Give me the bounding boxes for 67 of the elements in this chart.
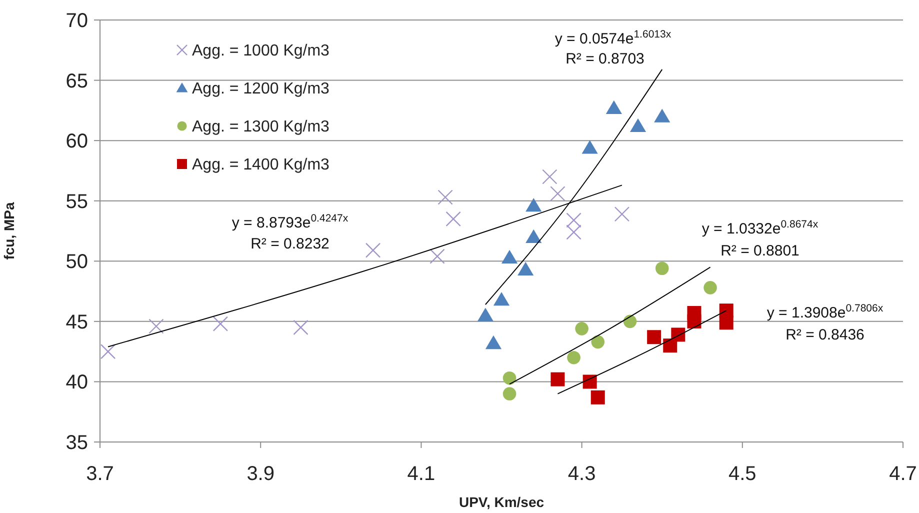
point [704,281,717,294]
point [566,224,582,240]
point [582,140,598,154]
y-tick-label: 35 [66,432,88,454]
point [526,198,542,212]
point [542,169,558,184]
point [591,335,605,349]
point [575,322,588,336]
point [719,316,734,330]
annotation: y = 8.8793e$^{0.4247x}$ [232,212,349,232]
point [655,262,669,276]
y-tick-label: 55 [66,190,88,213]
point [654,108,670,122]
annotation: y = 0.0574e$^{1.6013x}$ [554,28,672,48]
point [614,206,630,222]
legend-label: Agg. = 1000 Kg/m3 [192,42,330,60]
point [148,318,164,334]
annotation: R² = 0.8703 [566,50,644,68]
point [446,211,461,227]
point [438,190,453,205]
point [550,186,566,202]
annotation: y = 1.3908e$^{0.7806x}$ [766,302,884,322]
point [365,242,381,258]
point [501,250,518,264]
x-tick-label: 4.5 [728,463,756,485]
point [502,387,516,400]
x-tick-label: 3.7 [86,463,114,485]
point [502,371,516,385]
x-tick-label: 4.3 [568,463,596,485]
point [567,350,580,364]
point [550,372,565,386]
point [518,262,534,276]
point [687,314,702,328]
legend-label: Agg. = 1300 Kg/m3 [192,118,330,136]
y-tick-label: 40 [66,372,88,394]
y-tick-label: 45 [66,311,88,334]
y-tick-label: 50 [66,251,88,274]
annotation: y = 1.0332e$^{0.8674x}$ [702,218,819,238]
point [606,100,622,114]
annotation: R² = 0.8436 [786,326,864,344]
y-tick-label: 70 [66,10,88,32]
x-axis-title: UPV, Km/sec [458,494,544,510]
annotation: R² = 0.8232 [250,235,330,252]
point [590,390,605,404]
x-tick-label: 4.7 [889,463,917,485]
point [430,248,445,264]
y-tick-label: 60 [66,130,88,153]
y-tick-label: 65 [66,70,88,92]
x-tick-label: 4.1 [407,463,436,485]
point [526,229,542,243]
point [485,335,502,350]
point [566,212,582,228]
point [671,328,686,342]
point [623,314,637,328]
x-tick-label: 3.9 [246,463,275,485]
y-axis-title: fcu, MPa [1,202,17,260]
annotation: R² = 0.8801 [720,242,800,260]
point [477,308,494,322]
point [293,320,308,336]
legend-label: Agg. = 1200 Kg/m3 [192,80,330,98]
point [100,344,116,360]
legend-label: Agg. = 1400 Kg/m3 [192,156,330,174]
point [647,330,662,344]
point [493,292,510,306]
point [630,118,646,132]
point [212,316,228,332]
point [582,374,597,389]
